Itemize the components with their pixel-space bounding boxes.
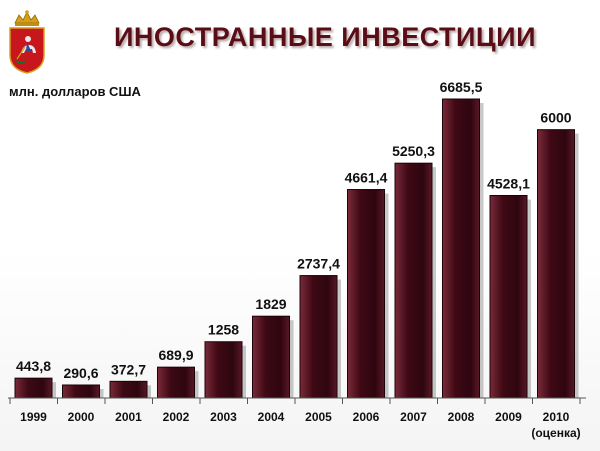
bar-2001	[109, 380, 148, 399]
value-label-2009: 4528,1	[487, 175, 530, 191]
x-tick-label-2009: 2009	[495, 410, 522, 424]
bar-2009	[489, 194, 528, 399]
x-tick-label-1999: 1999	[20, 410, 47, 424]
bar-2010	[537, 129, 575, 399]
bar-2002	[157, 366, 195, 399]
x-tick-label-2003: 2003	[210, 410, 237, 424]
x-tick-label-2007: 2007	[400, 410, 427, 424]
bar-1999	[14, 377, 53, 399]
value-label-2002: 689,9	[158, 347, 193, 363]
bar-2004	[252, 315, 290, 399]
x-tick-label-2000: 2000	[68, 410, 95, 424]
x-tick-label-2005: 2005	[305, 410, 332, 424]
x-axis-tick-labels: 1999 2000 2001 2002 2003 2004 2005 2006 2007 2008…	[20, 410, 581, 440]
x-tick-label-2006: 2006	[353, 410, 380, 424]
y-axis-unit-label: млн. долларов США	[9, 84, 141, 99]
bar-2000	[62, 384, 100, 399]
x-tick-label-2010: 2010	[543, 410, 570, 424]
x-tick-label-2004: 2004	[258, 410, 285, 424]
bar-2008	[442, 98, 480, 399]
bar-2007	[394, 162, 433, 399]
coat-of-arms-icon	[7, 9, 47, 75]
value-label-2005: 2737,4	[297, 256, 340, 272]
x-tick-label-2002: 2002	[163, 410, 190, 424]
value-label-2008: 6685,5	[440, 79, 483, 95]
value-label-2001: 372,7	[111, 361, 146, 377]
value-label-2003: 1258	[208, 322, 239, 338]
page-title: ИНОСТРАННЫЕ ИНВЕСТИЦИИ	[114, 22, 536, 52]
x-tick-label-2008: 2008	[448, 410, 475, 424]
value-label-2000: 290,6	[63, 365, 98, 381]
bar-2005	[299, 275, 338, 399]
value-label-2007: 5250,3	[392, 143, 435, 159]
x-axis-ticks	[9, 398, 581, 404]
value-label-2004: 1829	[255, 296, 286, 312]
value-label-2006: 4661,4	[345, 170, 388, 186]
x-tick-note-2010: (оценка)	[531, 426, 580, 440]
value-label-2010: 6000	[540, 110, 571, 126]
bar-2003	[204, 341, 243, 399]
bars-group	[14, 98, 575, 399]
x-tick-label-2001: 2001	[115, 410, 142, 424]
value-label-1999: 443,8	[16, 358, 51, 374]
bar-2006	[347, 189, 385, 399]
value-labels: 443,8 290,6 372,7 689,9 1258 1829 2737,4 4661,4…	[16, 79, 572, 381]
